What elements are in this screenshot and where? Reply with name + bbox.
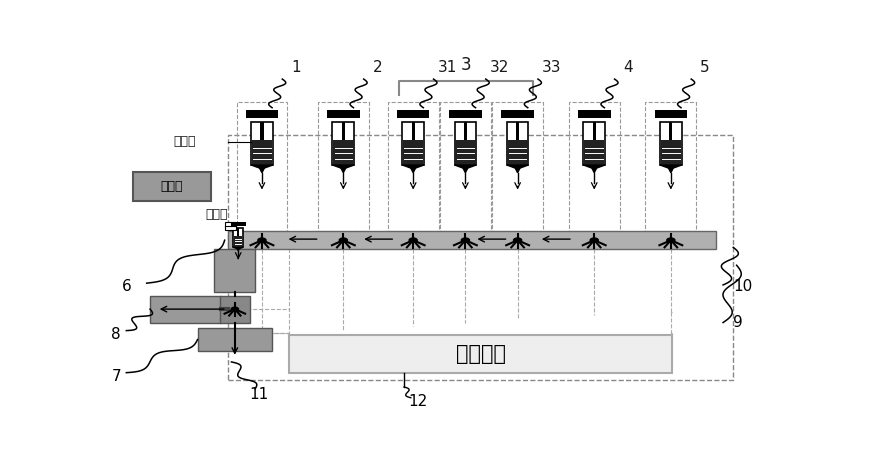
Text: 4: 4 bbox=[623, 60, 633, 75]
Text: 柱塞泵: 柱塞泵 bbox=[174, 135, 196, 148]
Polygon shape bbox=[251, 165, 273, 168]
Bar bbox=[342, 122, 345, 148]
Bar bbox=[228, 231, 717, 249]
Polygon shape bbox=[668, 168, 673, 173]
Bar bbox=[507, 122, 528, 165]
Text: 33: 33 bbox=[542, 60, 561, 75]
Polygon shape bbox=[515, 168, 520, 173]
Bar bbox=[464, 122, 467, 148]
Polygon shape bbox=[507, 165, 528, 168]
Polygon shape bbox=[234, 247, 243, 249]
Text: 12: 12 bbox=[408, 394, 427, 409]
Bar bbox=[661, 140, 681, 164]
Polygon shape bbox=[660, 165, 682, 168]
Polygon shape bbox=[260, 168, 264, 173]
Polygon shape bbox=[402, 165, 424, 168]
Bar bbox=[150, 296, 221, 323]
Bar bbox=[234, 236, 242, 246]
Text: 储气室: 储气室 bbox=[161, 180, 184, 193]
Text: 7: 7 bbox=[111, 369, 121, 384]
Bar bbox=[403, 140, 423, 164]
Bar bbox=[234, 228, 243, 247]
Bar bbox=[402, 122, 424, 165]
Bar bbox=[220, 296, 250, 323]
Bar bbox=[133, 172, 211, 201]
Text: 10: 10 bbox=[733, 279, 752, 294]
Bar bbox=[231, 222, 246, 226]
Bar bbox=[251, 122, 273, 165]
Bar bbox=[246, 110, 278, 119]
Bar bbox=[455, 140, 476, 164]
Circle shape bbox=[340, 238, 347, 242]
Polygon shape bbox=[341, 168, 346, 173]
Text: 9: 9 bbox=[733, 315, 743, 330]
Circle shape bbox=[461, 238, 470, 242]
Bar bbox=[397, 110, 430, 119]
Text: 8: 8 bbox=[111, 327, 121, 342]
Bar bbox=[214, 249, 256, 292]
Bar bbox=[252, 140, 272, 164]
Bar bbox=[198, 328, 272, 351]
Bar bbox=[411, 122, 415, 148]
Circle shape bbox=[667, 238, 675, 242]
Bar bbox=[289, 335, 672, 372]
Bar bbox=[327, 110, 360, 119]
Polygon shape bbox=[584, 165, 605, 168]
Circle shape bbox=[590, 238, 598, 242]
Bar bbox=[516, 122, 519, 148]
Text: 3: 3 bbox=[461, 56, 472, 73]
Bar bbox=[501, 110, 534, 119]
Bar bbox=[226, 222, 236, 230]
Text: 31: 31 bbox=[438, 60, 457, 75]
Polygon shape bbox=[454, 165, 476, 168]
Bar bbox=[669, 122, 673, 148]
Bar bbox=[507, 140, 528, 164]
Text: 三通阀: 三通阀 bbox=[206, 207, 228, 220]
Bar bbox=[660, 122, 682, 165]
Polygon shape bbox=[332, 165, 354, 168]
Text: 6: 6 bbox=[122, 279, 131, 294]
Bar bbox=[237, 228, 239, 239]
Bar bbox=[449, 110, 481, 119]
Bar bbox=[454, 122, 476, 165]
Text: 11: 11 bbox=[249, 387, 269, 402]
Circle shape bbox=[514, 238, 522, 242]
Bar bbox=[261, 122, 263, 148]
Bar bbox=[332, 122, 354, 165]
Polygon shape bbox=[237, 249, 239, 251]
Circle shape bbox=[258, 238, 266, 242]
Text: 2: 2 bbox=[373, 60, 382, 75]
Bar bbox=[592, 122, 596, 148]
Text: 32: 32 bbox=[490, 60, 509, 75]
Bar bbox=[584, 122, 605, 165]
Text: 5: 5 bbox=[700, 60, 710, 75]
Text: 1: 1 bbox=[291, 60, 301, 75]
Bar bbox=[333, 140, 354, 164]
Bar bbox=[578, 110, 611, 119]
Polygon shape bbox=[410, 168, 416, 173]
Polygon shape bbox=[463, 168, 468, 173]
Bar bbox=[654, 110, 687, 119]
Circle shape bbox=[231, 307, 239, 311]
Text: 主控制器: 主控制器 bbox=[456, 344, 506, 364]
Bar bbox=[584, 140, 605, 164]
Polygon shape bbox=[592, 168, 597, 173]
Circle shape bbox=[410, 238, 417, 242]
